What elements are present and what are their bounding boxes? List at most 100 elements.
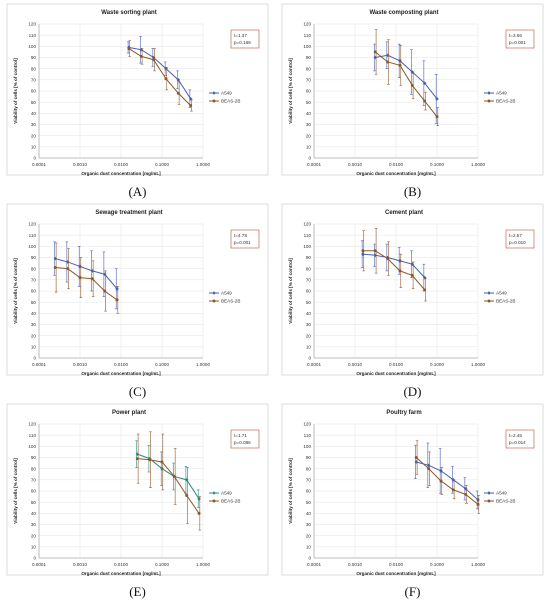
data-point xyxy=(197,511,201,515)
data-point xyxy=(451,488,455,492)
series-beas-2b xyxy=(373,29,440,126)
y-tick-label: 120 xyxy=(303,222,311,227)
y-tick-label: 50 xyxy=(31,500,37,505)
stat-text: p=0.169 xyxy=(234,40,251,45)
data-point xyxy=(164,77,168,81)
x-tick-label: 1.0000 xyxy=(196,362,210,367)
legend-label: BEAS-2B xyxy=(221,99,240,104)
data-point xyxy=(373,50,377,54)
data-point xyxy=(189,104,193,108)
series-a549 xyxy=(414,442,480,510)
series-beas-2b xyxy=(414,440,481,514)
y-axis-label: Viability of cells [% of control] xyxy=(288,258,293,324)
x-tick-label: 0.0100 xyxy=(389,562,403,567)
data-point xyxy=(197,497,201,501)
legend-marker xyxy=(487,491,491,495)
y-tick-label: 30 xyxy=(306,522,312,527)
y-tick-label: 100 xyxy=(28,444,36,449)
data-point xyxy=(373,249,377,253)
y-tick-label: 120 xyxy=(28,422,36,427)
stat-text: p=0.001 xyxy=(234,240,251,245)
y-tick-label: 0 xyxy=(308,156,311,161)
data-point xyxy=(427,467,431,471)
y-tick-label: 70 xyxy=(31,477,37,482)
y-tick-label: 0 xyxy=(33,156,36,161)
chart-title: Power plant xyxy=(112,410,146,416)
series-line xyxy=(362,250,426,291)
y-tick-label: 90 xyxy=(306,55,312,60)
chart-svg: Poultry farm 0 10 20 30 40 50 60 70 80 90 100 110 120… xyxy=(281,403,544,576)
x-tick-label: 0.0001 xyxy=(307,162,321,167)
stat-box xyxy=(505,29,535,49)
series-a549 xyxy=(126,35,193,109)
stat-text: t=1.37 xyxy=(234,33,247,38)
stat-text: t=1.71 xyxy=(234,433,247,438)
y-axis-label: Viability of cells [% of control] xyxy=(13,58,18,124)
y-tick-label: 20 xyxy=(306,133,312,138)
panel-letter: (E) xyxy=(129,584,146,599)
x-tick-label: 0.0001 xyxy=(32,562,46,567)
data-point xyxy=(386,60,390,64)
y-tick-label: 50 xyxy=(31,300,37,305)
y-tick-label: 90 xyxy=(31,55,37,60)
chart-panel: Waste sorting plant 0 10 20 30 40 50 60 70 80 90 10… xyxy=(5,2,270,202)
x-tick-label: 0.0100 xyxy=(389,362,403,367)
data-point xyxy=(439,479,443,483)
x-tick-label: 1.0000 xyxy=(471,162,485,167)
y-tick-label: 60 xyxy=(306,489,312,494)
data-point xyxy=(464,492,468,496)
panel-letter: (A) xyxy=(128,184,147,199)
x-axis-label: Organic dust concentration [mg/mL] xyxy=(356,171,436,176)
chart-panel: Power plant 0 10 20 30 40 50 60 70 80 90 100 110 120 0… xyxy=(5,402,270,602)
legend-marker xyxy=(487,91,491,95)
y-tick-label: 60 xyxy=(31,89,37,94)
data-point xyxy=(78,276,82,280)
data-point xyxy=(410,262,415,266)
chart-title: Waste sorting plant xyxy=(101,10,156,16)
data-point xyxy=(78,264,82,269)
x-tick-label: 0.0010 xyxy=(73,162,87,167)
y-tick-label: 120 xyxy=(28,22,36,27)
data-point xyxy=(66,267,70,271)
data-point xyxy=(160,460,164,464)
y-tick-label: 30 xyxy=(31,322,37,327)
y-axis-label: Viability of cells [% of control] xyxy=(13,258,18,324)
data-point xyxy=(422,81,427,85)
y-axis-label: Viability of cells [% of control] xyxy=(288,58,293,124)
stat-box xyxy=(505,429,535,449)
y-tick-label: 10 xyxy=(306,344,312,349)
stat-box xyxy=(505,229,535,249)
data-point xyxy=(435,115,439,119)
data-point xyxy=(373,55,378,60)
y-tick-label: 90 xyxy=(306,455,312,460)
y-tick-label: 10 xyxy=(306,544,312,549)
chart-title: Sewage treatment plant xyxy=(95,210,162,216)
y-tick-label: 100 xyxy=(28,44,36,49)
chart-panel: Cement plant 0 10 20 30 40 50 60 70 80 90 100 110 120… xyxy=(280,202,545,402)
legend-marker xyxy=(212,99,216,103)
legend-marker xyxy=(212,299,216,303)
stat-text: p=0.014 xyxy=(509,440,526,445)
chart-svg: Waste sorting plant 0 10 20 30 40 50 60 70 80 90 10… xyxy=(6,3,269,176)
series-line xyxy=(374,51,438,117)
data-point xyxy=(414,460,419,464)
y-tick-label: 70 xyxy=(31,277,37,282)
x-tick-label: 1.0000 xyxy=(196,562,210,567)
data-point xyxy=(435,97,439,101)
data-point xyxy=(152,58,156,62)
x-axis-label: Organic dust concentration [mg/mL] xyxy=(81,371,161,376)
y-tick-label: 20 xyxy=(306,333,312,338)
data-point xyxy=(139,54,143,58)
y-tick-label: 30 xyxy=(306,122,312,127)
y-tick-label: 40 xyxy=(306,511,312,516)
series-line xyxy=(55,267,118,301)
data-point xyxy=(184,478,189,482)
legend-label: A549 xyxy=(496,91,507,96)
data-point xyxy=(451,478,456,482)
y-tick-label: 30 xyxy=(31,522,37,527)
data-point xyxy=(103,289,107,293)
y-tick-label: 50 xyxy=(31,100,37,105)
y-tick-label: 10 xyxy=(31,144,37,149)
data-point xyxy=(414,456,418,459)
y-tick-label: 0 xyxy=(308,556,311,561)
